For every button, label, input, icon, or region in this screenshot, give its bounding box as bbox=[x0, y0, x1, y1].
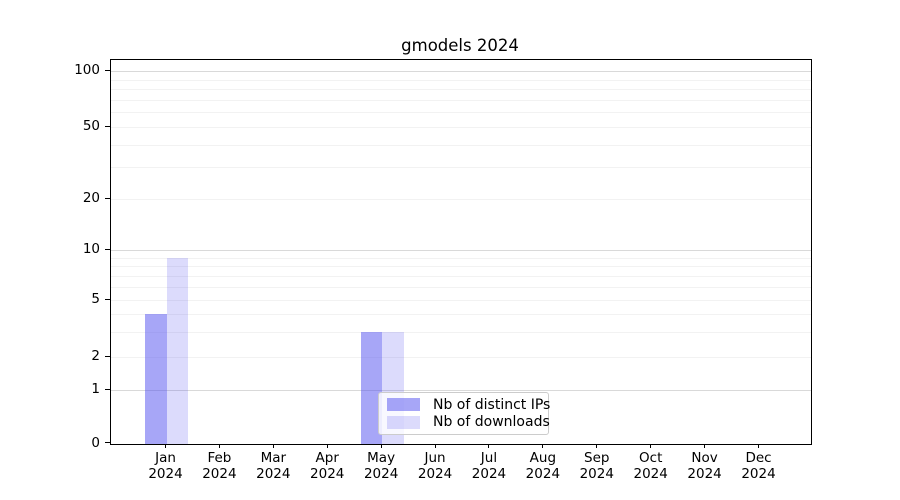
legend-label-nb-of-distinct-ips: Nb of distinct IPs bbox=[433, 396, 551, 413]
y-tick-label-100: 100 bbox=[74, 62, 100, 78]
y-tick-mark-5 bbox=[105, 298, 110, 300]
x-tick-mark-dec bbox=[758, 444, 759, 448]
y-tick-mark-0 bbox=[105, 442, 110, 443]
chart-title: gmodels 2024 bbox=[401, 36, 519, 55]
minor-gridline-40 bbox=[111, 144, 811, 146]
y-tick-mark-1 bbox=[105, 388, 110, 390]
minor-gridline-90 bbox=[111, 79, 811, 81]
x-axis: Jan 2024 Feb 2024 Mar 2024 Apr 2024 May 2024… bbox=[110, 444, 810, 494]
x-tick-mark-jan bbox=[165, 444, 166, 448]
x-tick-mark-apr bbox=[326, 444, 328, 448]
x-tick-label-aug: Aug 2024 bbox=[525, 450, 561, 482]
y-tick-mark-10 bbox=[105, 248, 110, 250]
y-tick-label-5: 5 bbox=[91, 291, 100, 307]
y-tick-label-50: 50 bbox=[82, 118, 100, 134]
minor-gridline-80 bbox=[111, 89, 811, 91]
minor-gridline-20 bbox=[111, 199, 811, 200]
legend: Nb of distinct IPs Nb of downloads bbox=[378, 392, 550, 435]
x-tick-mark-nov bbox=[704, 444, 706, 448]
y-tick-label-20: 20 bbox=[82, 190, 100, 206]
x-tick-label-sep: Sep 2024 bbox=[579, 450, 614, 482]
x-tick-mark-mar bbox=[272, 444, 274, 448]
x-tick-label-feb: Feb 2024 bbox=[202, 450, 237, 482]
legend-entry-nb-of-distinct-ips: Nb of distinct IPs bbox=[387, 397, 550, 413]
major-gridline-100 bbox=[111, 71, 811, 72]
x-tick-mark-jun bbox=[434, 444, 436, 448]
x-tick-mark-sep bbox=[596, 444, 598, 448]
y-axis: 100 50 20 10 5 2 1 0 bbox=[0, 59, 110, 451]
major-gridline-1 bbox=[111, 390, 811, 391]
y-tick-label-2: 2 bbox=[91, 348, 100, 364]
x-tick-label-nov: Nov 2024 bbox=[687, 450, 722, 482]
bar-nb-of-downloads-jan bbox=[166, 257, 188, 444]
x-tick-label-may: May 2024 bbox=[363, 450, 399, 482]
bars-layer bbox=[111, 60, 811, 444]
legend-label-nb-of-downloads: Nb of downloads bbox=[433, 414, 550, 431]
bar-nb-of-distinct-ips-jan bbox=[145, 313, 167, 444]
legend-entry-nb-of-downloads: Nb of downloads bbox=[387, 414, 550, 430]
y-tick-mark-100 bbox=[105, 69, 110, 71]
x-tick-mark-may bbox=[380, 444, 382, 448]
x-tick-label-mar: Mar 2024 bbox=[256, 450, 291, 482]
minor-gridline-6 bbox=[111, 286, 811, 288]
x-tick-label-apr: Apr 2024 bbox=[310, 450, 345, 482]
minor-gridline-30 bbox=[111, 167, 811, 169]
x-tick-label-jul: Jul 2024 bbox=[471, 450, 507, 482]
x-tick-label-oct: Oct 2024 bbox=[633, 450, 668, 482]
minor-gridline-8 bbox=[111, 266, 811, 268]
minor-gridline-60 bbox=[111, 112, 811, 114]
minor-gridline-5 bbox=[111, 300, 811, 301]
x-tick-mark-aug bbox=[542, 444, 544, 448]
x-tick-label-jun: Jun 2024 bbox=[417, 450, 453, 482]
x-tick-mark-oct bbox=[650, 444, 652, 448]
y-tick-mark-50 bbox=[105, 125, 110, 127]
legend-swatch-nb-of-downloads bbox=[387, 415, 420, 429]
x-tick-label-dec: Dec 2024 bbox=[741, 450, 776, 482]
y-tick-mark-2 bbox=[105, 355, 110, 357]
legend-swatch-nb-of-distinct-ips bbox=[387, 398, 420, 412]
y-tick-label-10: 10 bbox=[82, 241, 100, 257]
y-tick-label-0: 0 bbox=[91, 434, 100, 451]
gridlines-layer bbox=[111, 60, 811, 444]
minor-gridline-2 bbox=[111, 357, 811, 358]
y-tick-mark-20 bbox=[105, 197, 110, 199]
minor-gridline-70 bbox=[111, 99, 811, 101]
minor-gridline-4 bbox=[111, 313, 811, 315]
minor-gridline-7 bbox=[111, 275, 811, 277]
y-tick-label-1: 1 bbox=[91, 381, 100, 397]
major-gridline-10 bbox=[111, 250, 811, 251]
minor-gridline-9 bbox=[111, 257, 811, 259]
x-tick-mark-jul bbox=[488, 444, 490, 448]
bar-nb-of-distinct-ips-may bbox=[360, 331, 383, 444]
x-tick-mark-feb bbox=[218, 444, 220, 448]
minor-gridline-3 bbox=[111, 331, 811, 333]
plot-area: Nb of distinct IPs Nb of downloads bbox=[110, 59, 812, 445]
x-tick-label-jan: Jan 2024 bbox=[148, 450, 183, 482]
minor-gridline-50 bbox=[111, 127, 811, 128]
